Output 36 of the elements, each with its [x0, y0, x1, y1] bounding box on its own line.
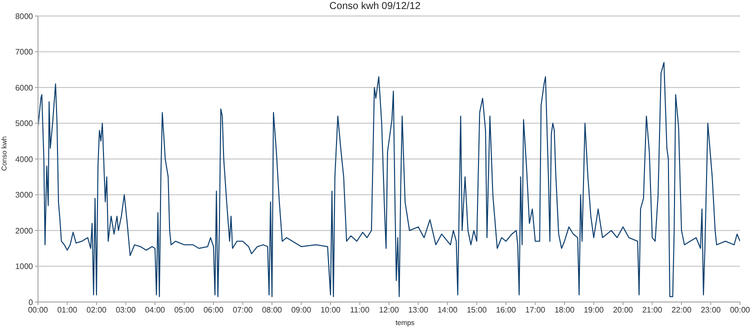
- x-tick-label: 00:00: [28, 306, 49, 315]
- x-tick-label: 10:00: [320, 306, 342, 315]
- y-tick-label: 7000: [15, 48, 34, 57]
- x-tick-label: 14:00: [437, 306, 458, 315]
- y-tick-label: 2000: [15, 226, 34, 236]
- y-tick-label: 3000: [15, 190, 34, 200]
- y-tick-label: 6000: [15, 83, 34, 92]
- x-tick-label: 13:00: [408, 306, 429, 315]
- chart-title: Conso kwh 09/12/12: [328, 1, 422, 12]
- x-tick-label: 00:00: [730, 306, 750, 315]
- x-tick-label: 22:00: [671, 306, 692, 315]
- x-tick-label: 21:00: [642, 306, 663, 315]
- x-tick-label: 08:00: [262, 306, 283, 315]
- x-tick-label: 15:00: [466, 306, 488, 315]
- x-tick-label: 03:00: [116, 306, 136, 315]
- y-tick-label: 5000: [15, 119, 34, 128]
- y-tick-label: 4000: [15, 154, 34, 164]
- x-tick-label: 07:00: [232, 306, 254, 315]
- x-tick-label: 12:00: [378, 306, 400, 315]
- x-tick-label: 01:00: [57, 306, 78, 315]
- x-tick-label: 02:00: [86, 306, 108, 315]
- line-series: [38, 62, 740, 298]
- x-tick-label: 06:00: [203, 306, 224, 315]
- y-tick-label: 0: [28, 298, 34, 307]
- x-tick-label: 11:00: [350, 306, 370, 315]
- y-tick-label: 1000: [15, 262, 34, 272]
- x-tick-label: 16:00: [496, 306, 517, 315]
- x-tick-label: 09:00: [291, 306, 312, 315]
- x-tick-label: 04:00: [144, 306, 166, 315]
- x-tick-label: 18:00: [554, 306, 576, 315]
- x-tick-label: 20:00: [612, 306, 634, 315]
- y-tick-label: 8000: [15, 12, 34, 21]
- x-tick-label: 05:00: [174, 306, 195, 315]
- x-tick-label: 17:00: [525, 306, 546, 315]
- x-tick-label: 23:00: [700, 306, 722, 315]
- x-tick-label: 19:00: [584, 306, 604, 315]
